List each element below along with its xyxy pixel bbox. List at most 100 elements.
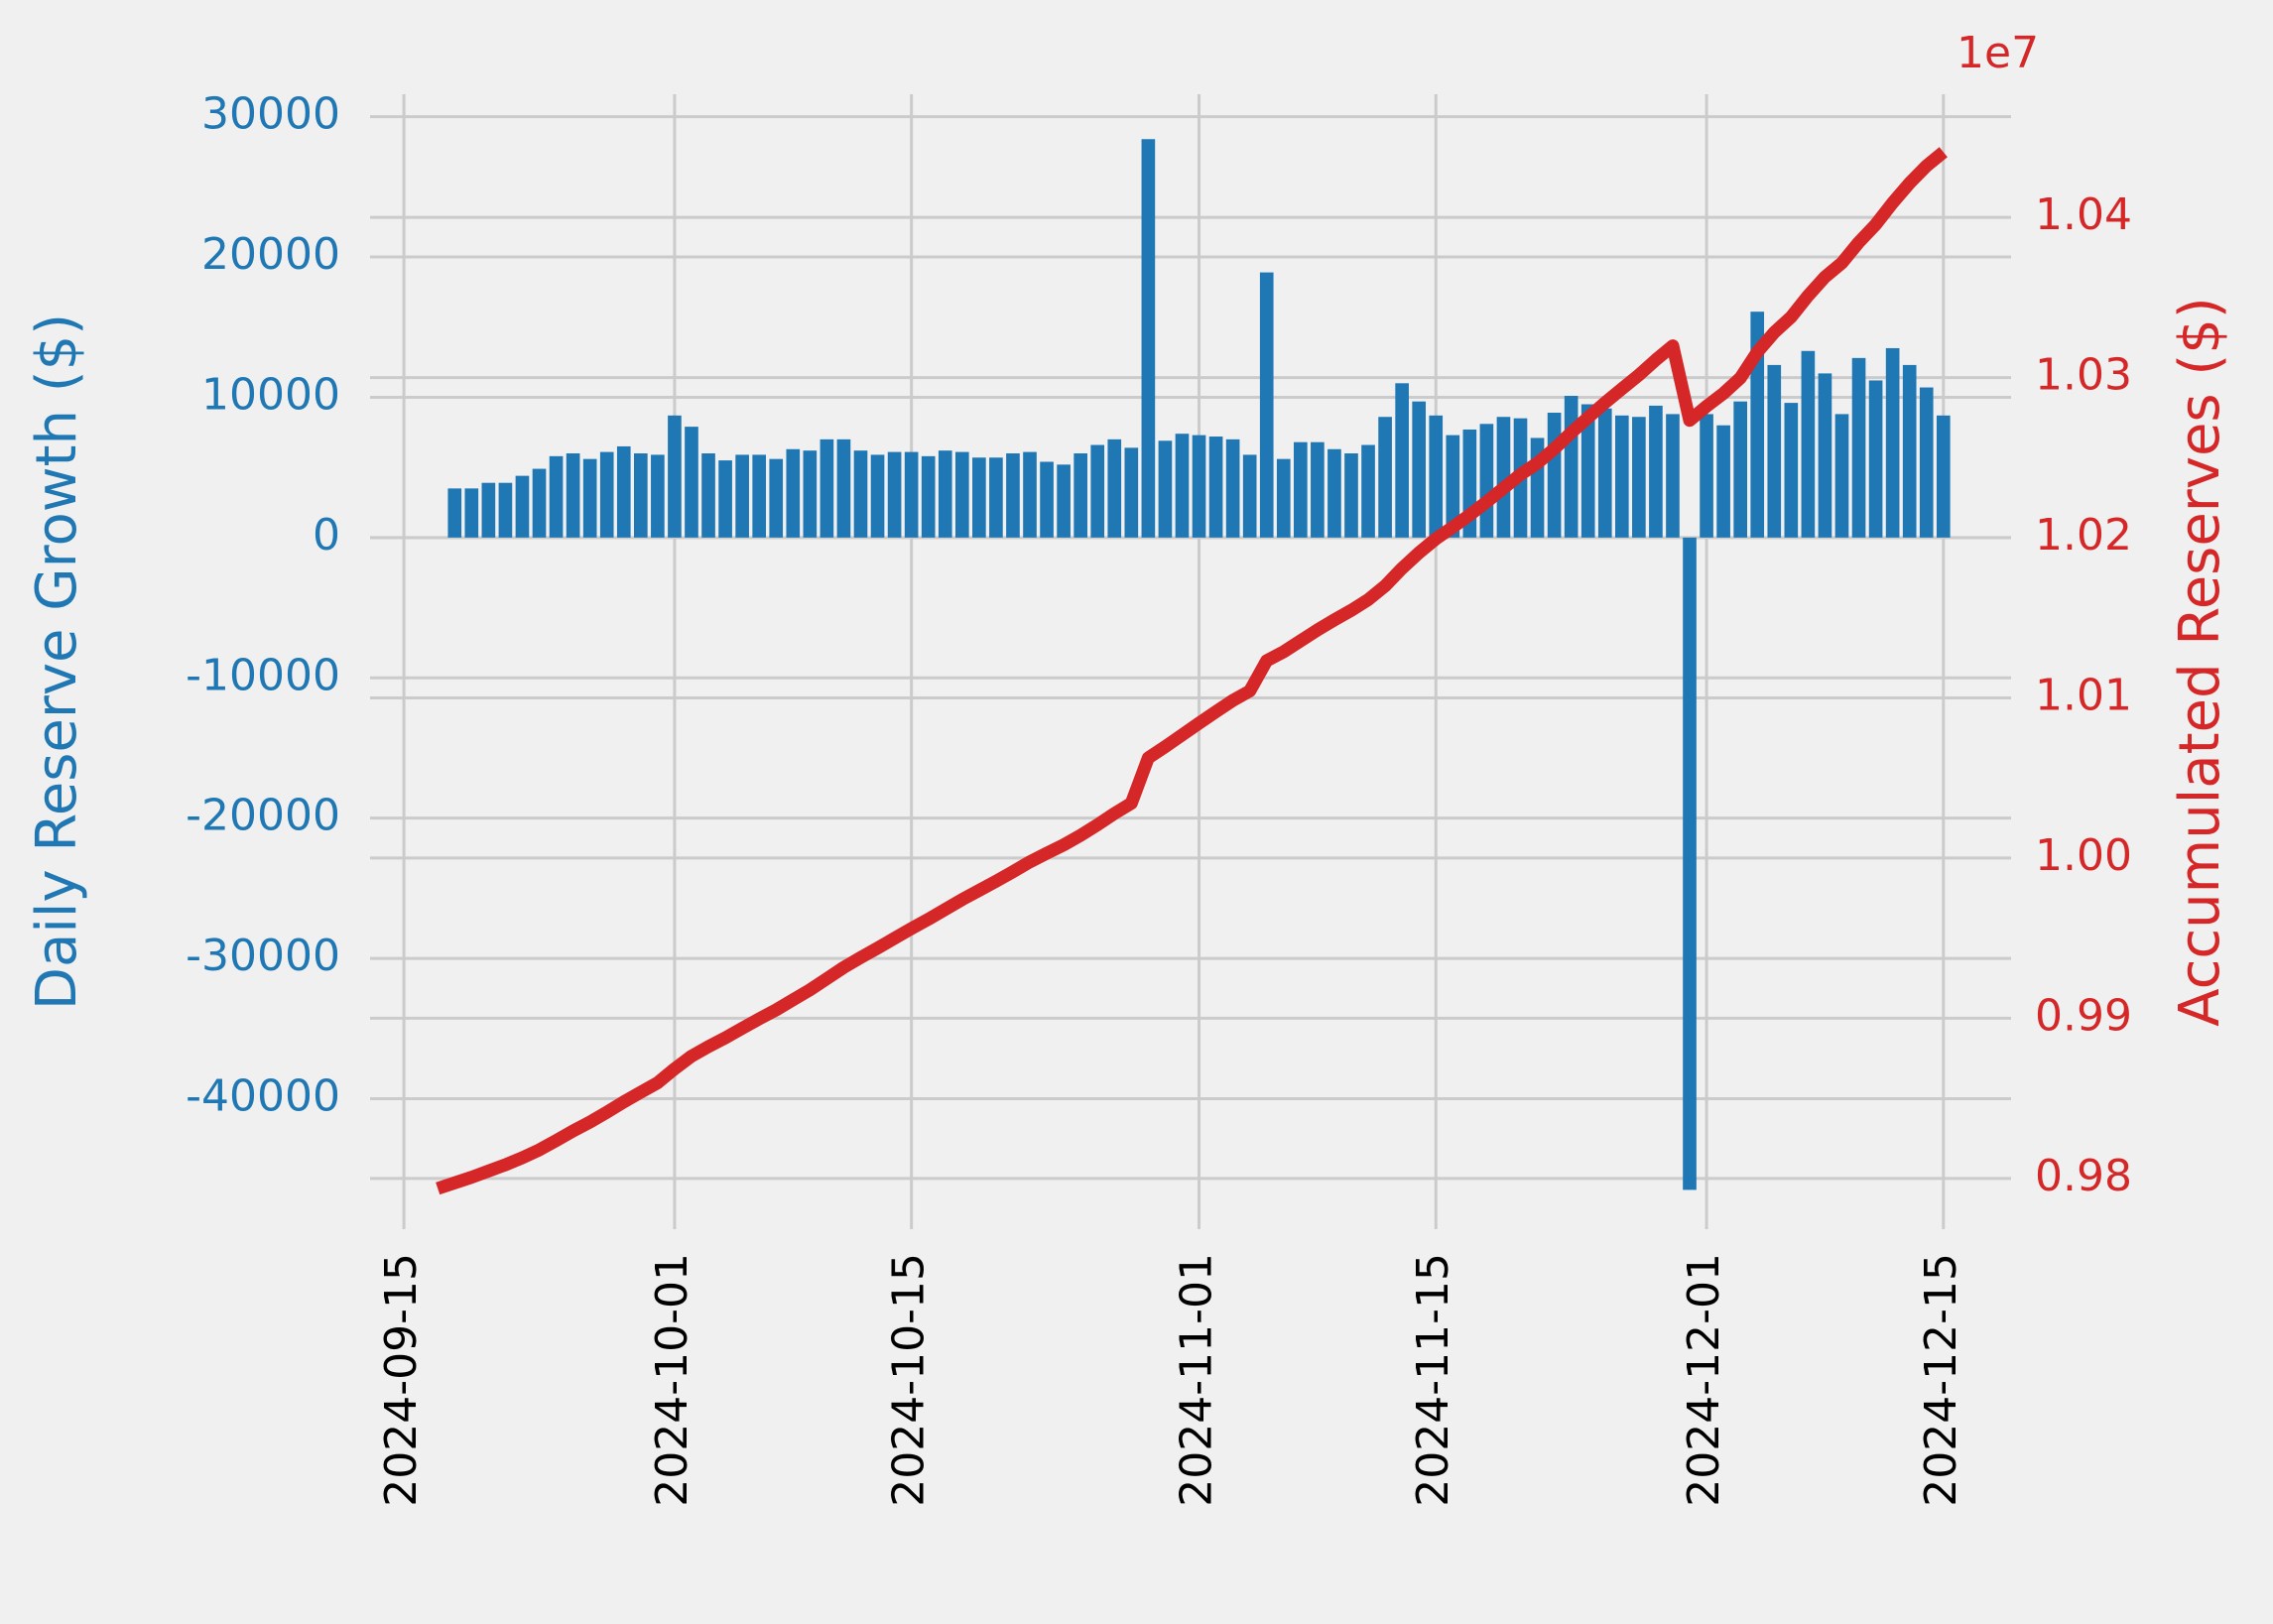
bar bbox=[718, 460, 732, 538]
bar bbox=[599, 451, 614, 538]
y2-tick-label: 1.02 bbox=[2035, 510, 2132, 561]
bar bbox=[481, 482, 496, 538]
y2-offset-label: 1e7 bbox=[1957, 28, 2039, 78]
y-tick-label: -30000 bbox=[186, 931, 340, 981]
y2-tick-label: 1.03 bbox=[2035, 350, 2132, 401]
bar bbox=[752, 454, 767, 538]
x-tick-label: 2024-11-01 bbox=[1172, 1253, 1222, 1507]
bar bbox=[1496, 417, 1511, 538]
bar bbox=[1580, 404, 1595, 538]
bar bbox=[1158, 440, 1173, 538]
bar bbox=[1057, 464, 1071, 538]
y-tick-label: -10000 bbox=[186, 650, 340, 700]
bar bbox=[836, 438, 851, 538]
bar bbox=[1902, 364, 1917, 538]
x-tick-label: 2024-10-15 bbox=[884, 1253, 935, 1507]
bar bbox=[1242, 454, 1257, 538]
bar bbox=[1429, 415, 1444, 538]
bar bbox=[616, 445, 631, 538]
bar bbox=[1378, 417, 1392, 538]
y-tick-label: 10000 bbox=[201, 369, 340, 420]
bar bbox=[820, 438, 834, 538]
bar bbox=[1834, 414, 1849, 538]
bar bbox=[1023, 451, 1037, 538]
bar bbox=[1614, 415, 1629, 538]
bar bbox=[769, 458, 784, 538]
bar bbox=[685, 427, 698, 538]
bar bbox=[1936, 415, 1951, 538]
bar bbox=[1919, 387, 1934, 538]
bar bbox=[1225, 438, 1240, 538]
bar bbox=[532, 468, 547, 538]
y-tick-label: 20000 bbox=[201, 229, 340, 280]
bar bbox=[1632, 417, 1646, 538]
bar bbox=[1107, 438, 1122, 538]
bar bbox=[498, 482, 513, 538]
bar bbox=[1716, 425, 1730, 538]
bar bbox=[1175, 434, 1190, 538]
bar bbox=[1683, 537, 1697, 1190]
bar bbox=[1851, 357, 1866, 538]
y-tick-label: 30000 bbox=[201, 89, 340, 140]
bar bbox=[1141, 139, 1156, 538]
bar bbox=[870, 454, 885, 538]
bar bbox=[1073, 453, 1087, 538]
bar bbox=[1733, 401, 1747, 538]
bar bbox=[853, 450, 868, 538]
bar bbox=[1040, 461, 1054, 538]
bar bbox=[1700, 414, 1713, 538]
bar bbox=[1294, 441, 1308, 538]
bar bbox=[1090, 444, 1105, 538]
y2-axis-label: Accumulated Reserves ($) bbox=[2168, 297, 2232, 1026]
bar bbox=[1597, 408, 1612, 538]
y-tick-label: -20000 bbox=[186, 791, 340, 841]
bar bbox=[1006, 453, 1020, 538]
bar bbox=[1276, 458, 1291, 538]
bar bbox=[887, 451, 902, 538]
bar bbox=[989, 457, 1003, 538]
bar bbox=[1311, 441, 1325, 538]
y2-tick-label: 0.98 bbox=[2035, 1151, 2132, 1201]
bar bbox=[582, 458, 597, 538]
bar bbox=[1446, 435, 1460, 538]
bar bbox=[1208, 437, 1223, 538]
bar bbox=[1479, 424, 1494, 538]
bar bbox=[904, 451, 919, 538]
bar bbox=[1564, 396, 1578, 538]
y2-tick-label: 1.00 bbox=[2035, 830, 2132, 881]
x-tick-label: 2024-12-15 bbox=[1916, 1253, 1966, 1507]
bar bbox=[549, 455, 564, 538]
bar bbox=[668, 415, 682, 538]
bar bbox=[921, 455, 936, 538]
y2-tick-label: 0.99 bbox=[2035, 990, 2132, 1041]
bar bbox=[1818, 373, 1832, 538]
bar bbox=[803, 450, 818, 538]
y2-tick-label: 1.04 bbox=[2035, 189, 2132, 240]
bar bbox=[1666, 414, 1680, 538]
bar bbox=[447, 488, 462, 538]
bar bbox=[1801, 350, 1816, 538]
bar bbox=[1412, 401, 1427, 538]
bar bbox=[1547, 412, 1562, 538]
y-tick-label: -40000 bbox=[186, 1070, 340, 1121]
bar bbox=[634, 453, 648, 538]
bar bbox=[515, 475, 530, 538]
bar bbox=[1344, 453, 1358, 538]
x-tick-label: 2024-12-01 bbox=[1679, 1253, 1729, 1507]
bar bbox=[1784, 403, 1799, 538]
bar bbox=[938, 450, 952, 538]
bar bbox=[1868, 380, 1883, 538]
bar bbox=[1395, 383, 1409, 538]
y2-tick-label: 1.01 bbox=[2035, 670, 2132, 720]
y-axis-label: Daily Reserve Growth ($) bbox=[25, 313, 89, 1010]
bar bbox=[735, 454, 749, 538]
bar bbox=[701, 453, 715, 538]
bar bbox=[1767, 364, 1782, 538]
bar bbox=[1649, 405, 1663, 538]
bar bbox=[566, 453, 580, 538]
bar bbox=[1124, 447, 1139, 538]
bar bbox=[1259, 272, 1274, 538]
x-tick-label: 2024-11-15 bbox=[1408, 1253, 1458, 1507]
